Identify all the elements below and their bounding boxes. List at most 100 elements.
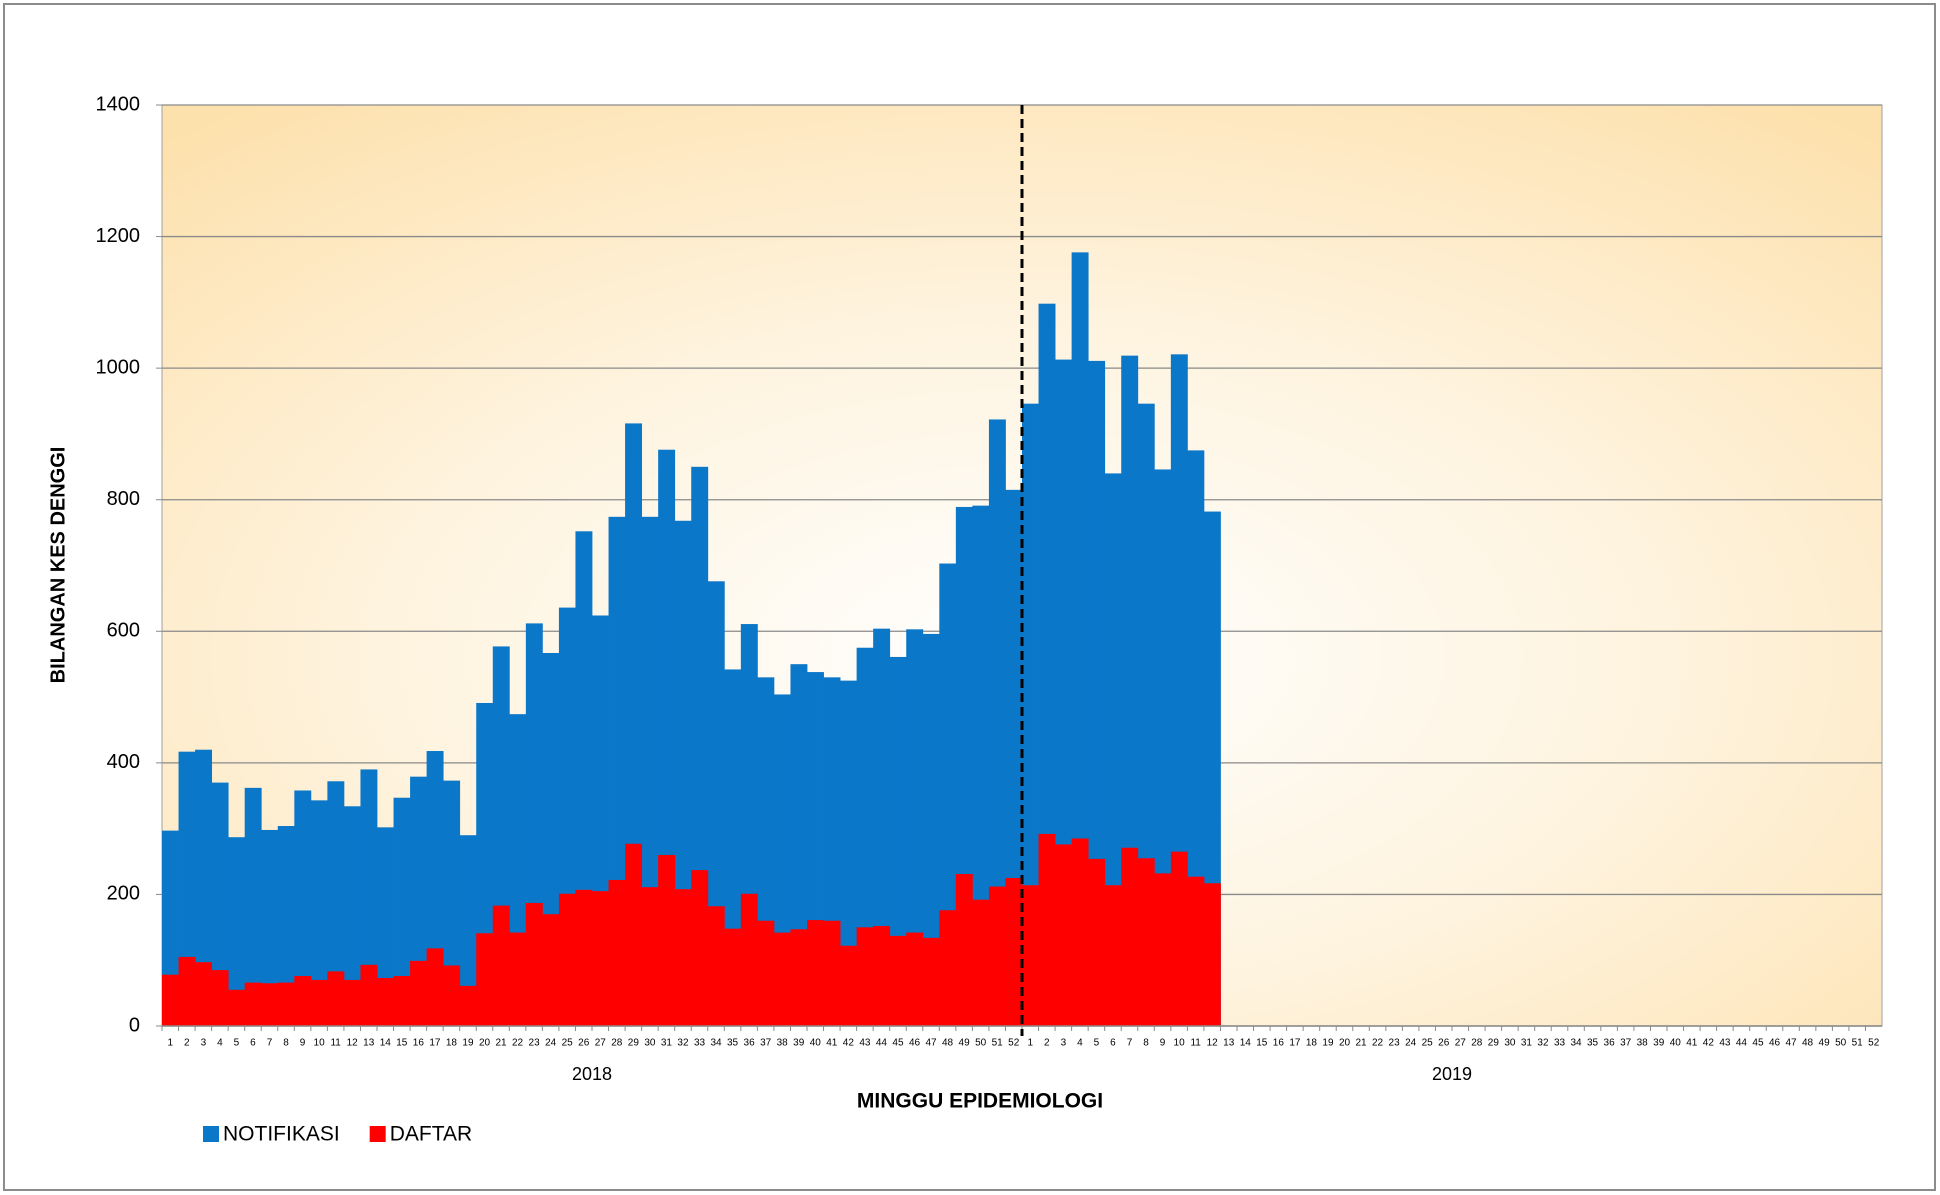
x-tick-label: 39 [793, 1038, 805, 1049]
bar [244, 787, 262, 1026]
bar [1121, 847, 1139, 1026]
bar [459, 835, 477, 1026]
bar [889, 935, 907, 1026]
bar [1005, 877, 1023, 1026]
x-tick-label: 47 [1785, 1038, 1797, 1049]
x-tick-label: 26 [1438, 1038, 1450, 1049]
bar [823, 920, 841, 1026]
x-tick-label: 51 [1852, 1038, 1864, 1049]
bar [625, 843, 643, 1026]
bar [360, 769, 378, 1026]
x-tick-label: 6 [250, 1038, 256, 1049]
bar [840, 945, 858, 1026]
bar [1104, 885, 1122, 1026]
x-tick-label: 27 [595, 1038, 607, 1049]
bar [228, 989, 246, 1026]
bar [195, 962, 213, 1026]
x-tick-label: 5 [1094, 1038, 1100, 1049]
bar [740, 893, 758, 1026]
x-tick-label: 25 [1422, 1038, 1434, 1049]
bar [1203, 883, 1221, 1026]
x-tick-label: 19 [1322, 1038, 1334, 1049]
bar [922, 633, 940, 1026]
bar [575, 889, 593, 1026]
x-tick-label: 33 [1554, 1038, 1566, 1049]
y-tick-label: 400 [107, 751, 140, 773]
x-tick-label: 30 [644, 1038, 656, 1049]
bar [393, 797, 411, 1026]
x-tick-label: 4 [217, 1038, 223, 1049]
x-tick-label: 35 [1587, 1038, 1599, 1049]
x-tick-label: 48 [942, 1038, 954, 1049]
legend-swatch [369, 1126, 386, 1142]
bar [1187, 876, 1205, 1026]
bar [972, 899, 990, 1026]
x-tick-label: 14 [1240, 1038, 1252, 1049]
x-tick-label: 38 [777, 1038, 789, 1049]
x-tick-label: 29 [628, 1038, 640, 1049]
bar [393, 976, 411, 1026]
x-tick-label: 49 [959, 1038, 971, 1049]
x-tick-label: 36 [1604, 1038, 1616, 1049]
bar [459, 985, 477, 1026]
x-tick-label: 44 [1736, 1038, 1748, 1049]
legend-swatch [203, 1126, 219, 1142]
bar [343, 806, 361, 1026]
x-tick-label: 43 [1719, 1038, 1731, 1049]
x-tick-label: 50 [975, 1038, 987, 1049]
x-tick-label: 46 [909, 1038, 921, 1049]
bar [261, 829, 279, 1026]
x-tick-label: 52 [1868, 1038, 1880, 1049]
x-tick-label: 2 [184, 1038, 190, 1049]
bar [608, 879, 626, 1026]
x-tick-label: 32 [1537, 1038, 1549, 1049]
x-tick-label: 44 [876, 1038, 888, 1049]
x-tick-label: 15 [1256, 1038, 1268, 1049]
bar [509, 932, 527, 1026]
x-tick-label: 10 [1174, 1038, 1186, 1049]
bar [658, 854, 676, 1026]
x-tick-label: 19 [462, 1038, 474, 1049]
x-tick-label: 7 [1127, 1038, 1133, 1049]
bar [906, 629, 924, 1026]
x-tick-label: 45 [892, 1038, 904, 1049]
bar [906, 932, 924, 1026]
y-tick-label: 600 [107, 620, 140, 642]
bar [773, 932, 791, 1026]
x-tick-label: 12 [1207, 1038, 1219, 1049]
bar [889, 656, 907, 1026]
bar [228, 837, 246, 1026]
bar [873, 926, 891, 1026]
x-tick-label: 5 [234, 1038, 240, 1049]
x-tick-label: 26 [578, 1038, 590, 1049]
bar [939, 910, 957, 1026]
bar [162, 974, 179, 1026]
x-tick-label: 51 [992, 1038, 1004, 1049]
x-tick-label: 38 [1637, 1038, 1649, 1049]
x-tick-label: 42 [1703, 1038, 1715, 1049]
x-tick-label: 3 [1061, 1038, 1067, 1049]
x-tick-label: 25 [562, 1038, 574, 1049]
x-tick-label: 31 [1521, 1038, 1533, 1049]
legend-label: DAFTAR [390, 1123, 472, 1146]
bar [972, 505, 990, 1026]
bar [840, 680, 858, 1026]
x-tick-label: 22 [512, 1038, 524, 1049]
x-tick-label: 3 [201, 1038, 207, 1049]
y-tick-label: 800 [107, 488, 140, 510]
x-tick-label: 39 [1653, 1038, 1665, 1049]
x-tick-label: 18 [446, 1038, 458, 1049]
x-group-label: 2018 [572, 1064, 612, 1084]
bar [277, 982, 295, 1026]
x-tick-label: 22 [1372, 1038, 1384, 1049]
x-tick-label: 23 [1389, 1038, 1401, 1049]
x-tick-label: 50 [1835, 1038, 1847, 1049]
bar [1088, 858, 1106, 1026]
x-tick-label: 18 [1306, 1038, 1318, 1049]
bar [525, 902, 543, 1026]
bar [856, 927, 874, 1026]
x-tick-label: 9 [300, 1038, 306, 1049]
bar [294, 790, 312, 1026]
x-tick-label: 43 [859, 1038, 871, 1049]
